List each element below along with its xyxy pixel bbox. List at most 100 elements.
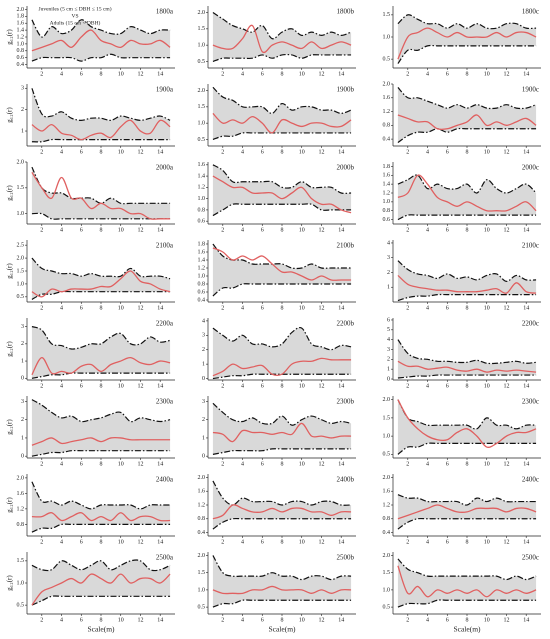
y-axis-label: g₁₂(r) (6, 29, 14, 45)
y-axis-label: g₁₂(r) (6, 341, 14, 357)
y-tick-label: 0.8 (198, 281, 206, 287)
y-tick-label: 1.5 (198, 26, 206, 32)
x-tick-label: 6 (80, 383, 83, 389)
x-tick-label: 14 (157, 149, 163, 155)
x-tick-label: 6 (261, 383, 264, 389)
x-tick-label: 4 (426, 383, 429, 389)
x-tick-label: 8 (466, 305, 469, 311)
y-tick-label: 6 (387, 317, 390, 323)
panel-title: 2200a (156, 320, 174, 328)
x-tick-label: 2 (40, 383, 43, 389)
y-tick-label: 1.0 (198, 196, 206, 202)
envelope-upper (31, 326, 171, 350)
x-tick-label: 6 (446, 149, 449, 155)
x-tick-label: 12 (503, 539, 509, 545)
panel-title: 2300c (522, 398, 539, 406)
y-tick-label: 4 (387, 240, 390, 246)
x-tick-label: 8 (466, 383, 469, 389)
x-tick-label: 12 (318, 617, 324, 623)
x-tick-label: 10 (299, 461, 305, 467)
y-tick-label: 2.0 (383, 81, 391, 87)
observed-line (212, 175, 352, 214)
x-tick-label: 4 (241, 617, 244, 623)
x-tick-label: 8 (466, 227, 469, 233)
envelope-lower (212, 448, 352, 455)
y-tick-label: 1 (387, 367, 390, 373)
x-tick-label: 10 (299, 617, 305, 623)
envelope-area (397, 174, 537, 220)
panel-title: 2500c (522, 554, 539, 562)
y-tick-label: 1.4 (17, 27, 25, 33)
x-tick-label: 10 (118, 539, 124, 545)
x-tick-label: 10 (299, 305, 305, 311)
observed-line (31, 29, 171, 52)
y-tick-label: 1.0 (383, 34, 391, 40)
x-tick-label: 10 (484, 461, 490, 467)
x-tick-label: 8 (100, 461, 103, 467)
x-tick-label: 6 (80, 305, 83, 311)
envelope-lower (31, 138, 171, 143)
envelope-upper (31, 399, 171, 423)
panel-title: 2100b (337, 242, 355, 250)
envelope-lower (397, 442, 537, 455)
panel-title: 2300b (337, 398, 355, 406)
envelope-area (397, 399, 537, 455)
envelope-upper (397, 494, 537, 506)
x-tick-label: 2 (406, 71, 409, 77)
x-tick-label: 4 (426, 617, 429, 623)
x-tick-label: 4 (426, 149, 429, 155)
y-tick-label: 1.8 (198, 241, 206, 247)
envelope-lower (397, 214, 537, 221)
x-tick-label: 8 (281, 461, 284, 467)
observed-line (397, 114, 537, 131)
y-tick-label: 1.4 (383, 182, 391, 188)
panel-title: 2000b (337, 164, 355, 172)
x-tick-label: 8 (466, 617, 469, 623)
observed-line (212, 24, 352, 54)
y-tick-label: 2.5 (17, 243, 25, 249)
x-tick-label: 4 (241, 71, 244, 77)
y-tick-label: 5 (387, 327, 390, 333)
observed-line (212, 585, 352, 595)
envelope-lower (31, 595, 171, 606)
y-tick-label: 2 (21, 341, 24, 347)
y-tick-label: 1 (202, 362, 205, 368)
x-tick-label: 10 (118, 383, 124, 389)
y-tick-label: 1.5 (17, 185, 25, 191)
x-tick-label: 12 (318, 71, 324, 77)
y-tick-label: 2.0 (198, 553, 206, 559)
y-axis-label: g₁₂(r) (6, 263, 14, 279)
x-tick-label: 10 (484, 617, 490, 623)
envelope-upper (397, 174, 537, 194)
y-tick-label: 1.5 (383, 415, 391, 421)
x-tick-label: 12 (318, 149, 324, 155)
y-tick-label: 0.8 (383, 123, 391, 129)
panel-title: 2100c (522, 242, 539, 250)
envelope-lower (212, 53, 352, 63)
x-tick-label: 4 (426, 539, 429, 545)
panel-title: 1900c (522, 86, 539, 94)
envelope-area (212, 555, 352, 608)
observed-line (31, 171, 171, 220)
x-tick-label: 2 (40, 305, 43, 311)
observed-line (31, 573, 171, 606)
x-tick-label: 12 (137, 383, 143, 389)
panel-title: 2000c (522, 164, 539, 172)
x-tick-label: 10 (484, 539, 490, 545)
y-tick-label: 0.4 (17, 62, 25, 68)
y-tick-label: 4 (202, 318, 205, 324)
x-tick-label: 4 (241, 305, 244, 311)
x-tick-label: 14 (338, 461, 344, 467)
y-tick-label: 1 (21, 128, 24, 134)
x-tick-label: 12 (318, 461, 324, 467)
x-tick-label: 8 (281, 149, 284, 155)
x-tick-label: 2 (40, 149, 43, 155)
x-tick-label: 8 (100, 227, 103, 233)
x-tick-label: 12 (503, 383, 509, 389)
y-tick-label: 2.0 (17, 475, 25, 481)
y-tick-label: 0 (21, 454, 24, 460)
envelope-area (397, 260, 537, 301)
y-tick-label: 0 (387, 376, 390, 382)
y-tick-label: 2.0 (198, 475, 206, 481)
x-tick-label: 10 (118, 227, 124, 233)
